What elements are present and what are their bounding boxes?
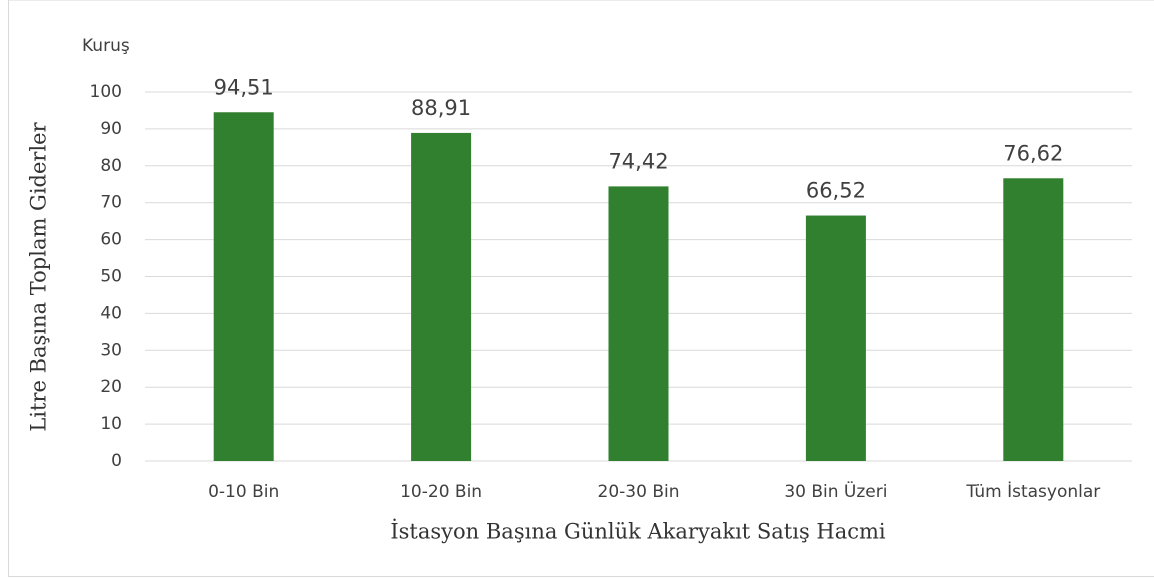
value-label: 88,91 bbox=[411, 96, 471, 120]
bar bbox=[213, 112, 274, 461]
y-tick-label: 40 bbox=[100, 303, 122, 323]
unit-label: Kuruş bbox=[82, 36, 130, 56]
y-tick-label: 20 bbox=[100, 377, 122, 397]
x-tick-label: 0-10 Bin bbox=[208, 482, 279, 502]
chart-border bbox=[8, 0, 1154, 577]
y-tick-label: 100 bbox=[90, 82, 122, 102]
y-tick-label: 10 bbox=[100, 414, 122, 434]
x-tick-label: 20-30 Bin bbox=[598, 482, 680, 502]
value-label: 94,51 bbox=[214, 75, 274, 99]
bar bbox=[411, 132, 472, 461]
x-tick-label: 10-20 Bin bbox=[400, 482, 482, 502]
y-tick-label: 80 bbox=[100, 156, 122, 176]
y-tick-label: 60 bbox=[100, 230, 122, 250]
y-axis-label: Litre Başına Toplam Giderler bbox=[27, 121, 51, 431]
x-tick-label: Tüm İstasyonlar bbox=[965, 481, 1100, 502]
value-label: 76,62 bbox=[1003, 141, 1063, 165]
value-label: 74,42 bbox=[608, 149, 668, 173]
y-tick-label: 70 bbox=[100, 193, 122, 213]
value-label: 66,52 bbox=[806, 179, 866, 203]
y-tick-label: 0 bbox=[111, 451, 122, 471]
y-tick-label: 30 bbox=[100, 340, 122, 360]
bar bbox=[1003, 178, 1064, 461]
y-tick-label: 50 bbox=[100, 267, 122, 287]
x-axis-label: İstasyon Başına Günlük Akaryakıt Satış H… bbox=[390, 520, 886, 544]
bar bbox=[608, 186, 669, 461]
y-tick-label: 90 bbox=[100, 119, 122, 139]
bar bbox=[805, 215, 866, 461]
x-tick-label: 30 Bin Üzeri bbox=[784, 480, 887, 502]
